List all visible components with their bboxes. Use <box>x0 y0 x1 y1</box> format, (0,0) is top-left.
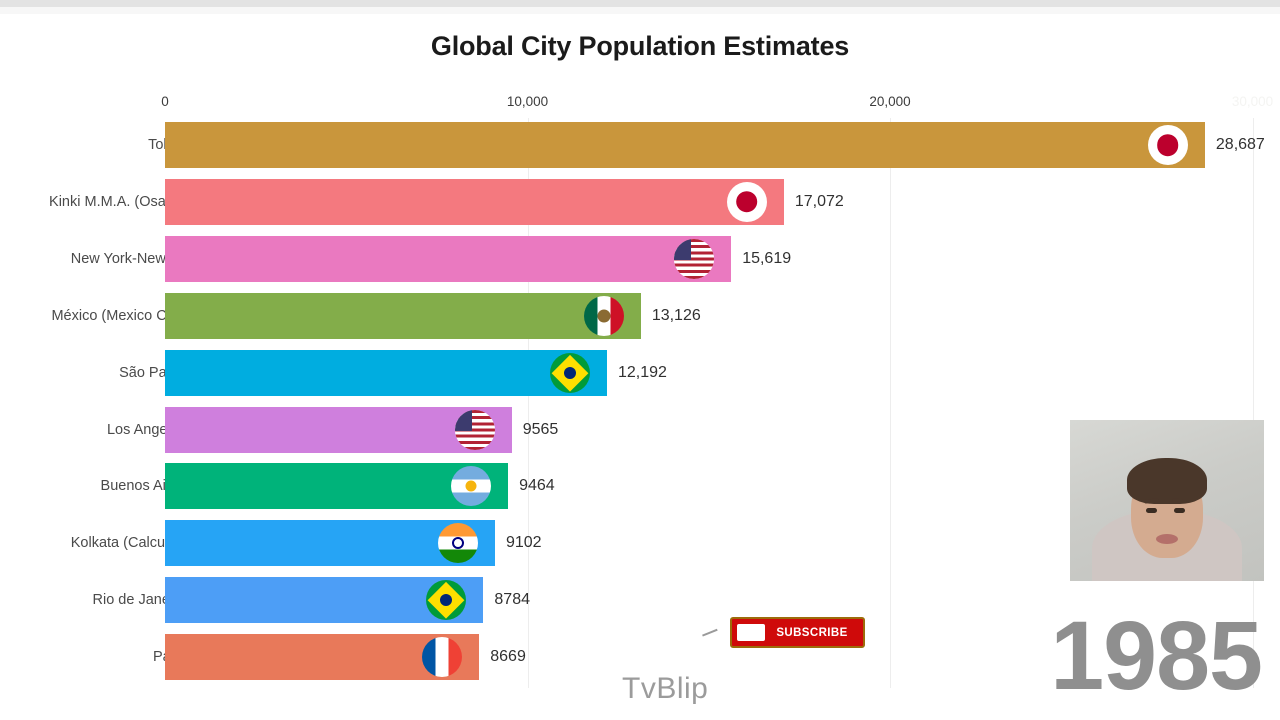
webcam-person-eye-left <box>1146 508 1157 513</box>
bar-category-label: México (Mexico City) <box>51 307 186 324</box>
flag-argentina-icon <box>451 466 492 507</box>
bar-category-label: Kinki M.M.A. (Osaka) <box>49 193 186 210</box>
subscribe-button[interactable]: SUBSCRIBE <box>730 617 865 648</box>
bar[interactable] <box>165 292 641 339</box>
bar-category-label: Rio de Janeiro <box>92 592 187 609</box>
subscribe-button-label: SUBSCRIBE <box>776 626 848 639</box>
bar-row: México (Mexico City) 13,126 <box>0 292 1280 339</box>
bar-category-label: New York-Newark <box>70 250 186 267</box>
year-counter: 1985 <box>1050 600 1263 710</box>
flag-japan-icon <box>726 181 767 222</box>
x-axis-gridline <box>890 118 891 688</box>
bar-value-label: 8784 <box>494 591 530 609</box>
flag-canton <box>674 238 691 261</box>
bar[interactable] <box>165 406 512 453</box>
x-axis-tick-label: 10,000 <box>506 94 549 109</box>
bar-value-label: 9464 <box>519 477 555 495</box>
x-axis-gridline <box>527 118 529 688</box>
bar[interactable] <box>165 349 607 396</box>
bar-value-label: 13,126 <box>651 306 701 324</box>
bar-row: Rio de Janeiro 8784 <box>0 577 1280 624</box>
bar-row: São Paulo 12,192 <box>0 349 1280 396</box>
bar-value-label: 15,619 <box>742 249 792 267</box>
bar-value-label: 9565 <box>522 420 559 438</box>
flag-united-states-icon <box>454 409 495 450</box>
x-axis-tick-label: 20,000 <box>869 94 911 109</box>
flag-japan-icon <box>1147 125 1188 165</box>
bar-row: Paris8669 <box>0 634 1280 681</box>
bar[interactable] <box>165 122 1205 168</box>
bar-value-label: 28,687 <box>1215 136 1265 153</box>
bar-category-label: Kolkata (Calcutta) <box>70 535 186 552</box>
webcam-person-hair <box>1127 458 1207 504</box>
bar-value-label: 12,192 <box>617 363 667 381</box>
flag-united-states-icon <box>674 238 715 279</box>
bar[interactable] <box>165 178 784 225</box>
page-title: Global City Population Estimates <box>430 31 850 61</box>
webcam-person-mouth <box>1156 534 1178 544</box>
channel-watermark: TvBlip <box>622 672 709 705</box>
bar-value-label: 8669 <box>490 648 526 666</box>
flag-globe <box>440 594 453 607</box>
youtube-play-icon <box>737 624 765 641</box>
top-letterbox-strip <box>0 0 1280 7</box>
x-axis-tick-label: 0 <box>161 94 169 109</box>
flag-brazil-icon <box>426 580 467 621</box>
bar-value-label: 17,072 <box>794 192 844 210</box>
flag-mexico-icon <box>583 295 624 336</box>
flag-canton <box>454 409 472 432</box>
bar[interactable] <box>165 235 732 282</box>
bar-row: New York-Newark 15,619 <box>0 235 1280 282</box>
bar-value-label: 9102 <box>505 534 542 552</box>
flag-globe <box>563 366 576 379</box>
bar-row: Kolkata (Calcutta) 9102 <box>0 520 1280 567</box>
webcam-person-eye-right <box>1174 508 1185 513</box>
x-axis-gridline <box>1252 118 1254 688</box>
bar-row: Los Angeles 9565 <box>0 406 1280 453</box>
bar-category-label: Buenos Aires <box>100 478 186 495</box>
bar-row: Buenos Aires 9464 <box>0 463 1280 510</box>
flag-france-icon <box>422 637 463 678</box>
bar-row: Kinki M.M.A. (Osaka) 17,072 <box>0 178 1280 225</box>
x-axis-tick-label: 30,000 <box>1231 94 1274 109</box>
bar-row: Tokyo28,687 <box>0 122 1280 168</box>
top-letterbox-strip-secondary <box>0 7 1280 14</box>
flag-india-icon <box>437 523 478 564</box>
flag-brazil-icon <box>549 352 590 393</box>
presenter-webcam <box>1070 420 1264 581</box>
